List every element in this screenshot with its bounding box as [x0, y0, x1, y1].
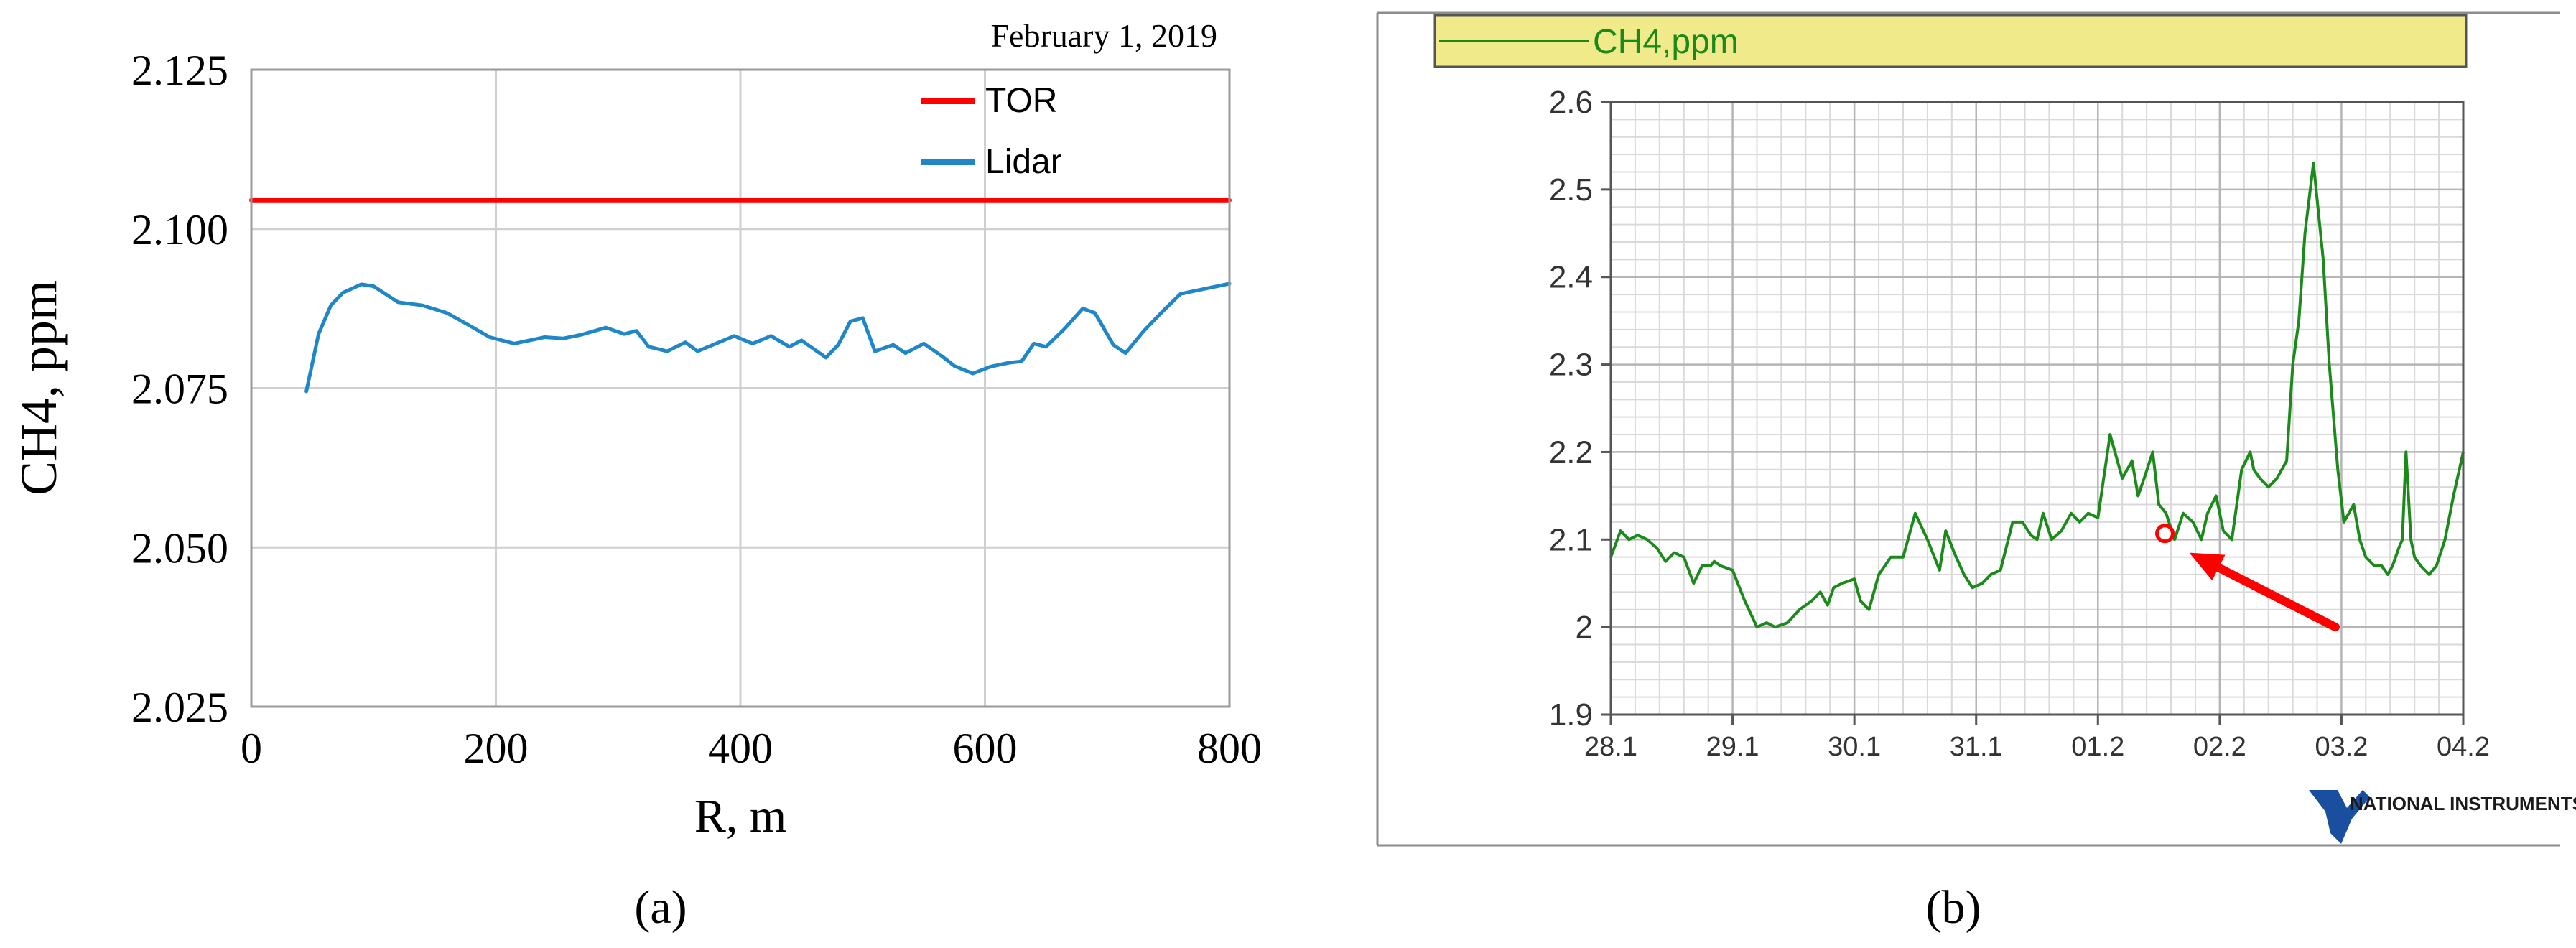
panel-a-y-tick-label: 2.100 [131, 206, 228, 254]
panel-a-y-axis-label: CH4, ppm [10, 280, 68, 496]
panel-a-y-tick-label: 2.125 [131, 47, 228, 94]
highlight-circle-marker [2155, 524, 2175, 544]
panel-a-series [249, 198, 1232, 394]
panel-b-x-tick-label: 02.2 [2193, 732, 2246, 762]
panel-a-label: (a) [634, 881, 687, 934]
logo-text: NATIONAL INSTRUMENTS [2350, 793, 2576, 814]
eagle-icon [2309, 790, 2370, 844]
panel-b-y-tick-label: 2.2 [1549, 434, 1593, 470]
panel-b-y-tick-label: 2 [1576, 610, 1593, 645]
series-line-ch4 [1609, 162, 2465, 629]
panel-b-x-tick-label: 28.1 [1584, 732, 1637, 762]
panel-a-x-tick-label: 0 [241, 725, 262, 772]
legend-label-ch4: CH4,ppm [1593, 23, 1739, 61]
panel-b-x-tick-label: 31.1 [1950, 732, 2003, 762]
panel-b-x-tick-label: 30.1 [1828, 732, 1881, 762]
panel-a-date-label: February 1, 2019 [990, 17, 1217, 54]
panel-b-x-tick-label: 03.2 [2315, 732, 2368, 762]
panel-b-x-tick-label: 01.2 [2071, 732, 2124, 762]
panel-a-grid [251, 70, 1229, 707]
panel-a-x-axis-label: R, m [694, 790, 786, 842]
panel-b-label: (b) [1926, 881, 1981, 934]
panel-b-y-tick-label: 1.9 [1549, 697, 1593, 733]
panel-a-y-tick-label: 2.075 [131, 366, 228, 413]
panel-b-y-tick-label: 2.5 [1549, 172, 1593, 208]
panel-b-y-tick-label: 2.1 [1549, 522, 1593, 557]
panel-b-x-tick-label: 04.2 [2437, 732, 2490, 762]
panel-b-frame [1609, 101, 2465, 716]
panel-a-x-tick-label: 800 [1197, 725, 1262, 772]
annotation-arrow-shaft [2214, 563, 2340, 632]
panel-b-plot-area [1611, 102, 2463, 715]
panel-b-annotations [2155, 524, 2340, 632]
panel-b-y-tick-label: 2.3 [1549, 348, 1593, 383]
panel-a-chart: 0 200 400 600 800 2.025 2.050 2.075 2.100 2.125 F… [10, 17, 1262, 934]
panel-a-legend: TOR Lidar [921, 82, 1062, 181]
panel-b-series [1609, 162, 2465, 629]
panel-a-tick-labels: 0 200 400 600 800 2.025 2.050 2.075 2.100 2.125 [131, 47, 1262, 772]
panel-a-y-tick-label: 2.025 [131, 684, 228, 731]
legend-label-lidar: Lidar [985, 143, 1062, 181]
panel-b-y-tick-label: 2.4 [1549, 260, 1593, 295]
national-instruments-logo: NATIONAL INSTRUMENTS [2309, 790, 2576, 844]
panel-b-chart: CH4,ppm 28.1 29.1 30.1 31.1 01.2 02.2 03.2 04.2… [1376, 11, 2576, 934]
panel-a-x-tick-label: 200 [464, 725, 529, 772]
panel-b-tick-labels: 28.1 29.1 30.1 31.1 01.2 02.2 03.2 04.2 1.9 2 2.1 2… [1549, 85, 2490, 762]
panel-b-y-tick-label: 2.6 [1549, 85, 1593, 120]
legend-label-tor: TOR [985, 82, 1057, 120]
panel-a-x-tick-label: 600 [953, 725, 1018, 772]
panel-a-y-tick-label: 2.050 [131, 524, 228, 572]
panel-b-legend-bar [1433, 14, 2468, 68]
panel-a-x-tick-label: 400 [708, 725, 773, 772]
series-line-lidar [304, 282, 1232, 394]
panel-a-frame [250, 68, 1231, 708]
annotation-arrow-head [2189, 552, 2226, 581]
panel-b-x-tick-label: 29.1 [1706, 732, 1759, 762]
